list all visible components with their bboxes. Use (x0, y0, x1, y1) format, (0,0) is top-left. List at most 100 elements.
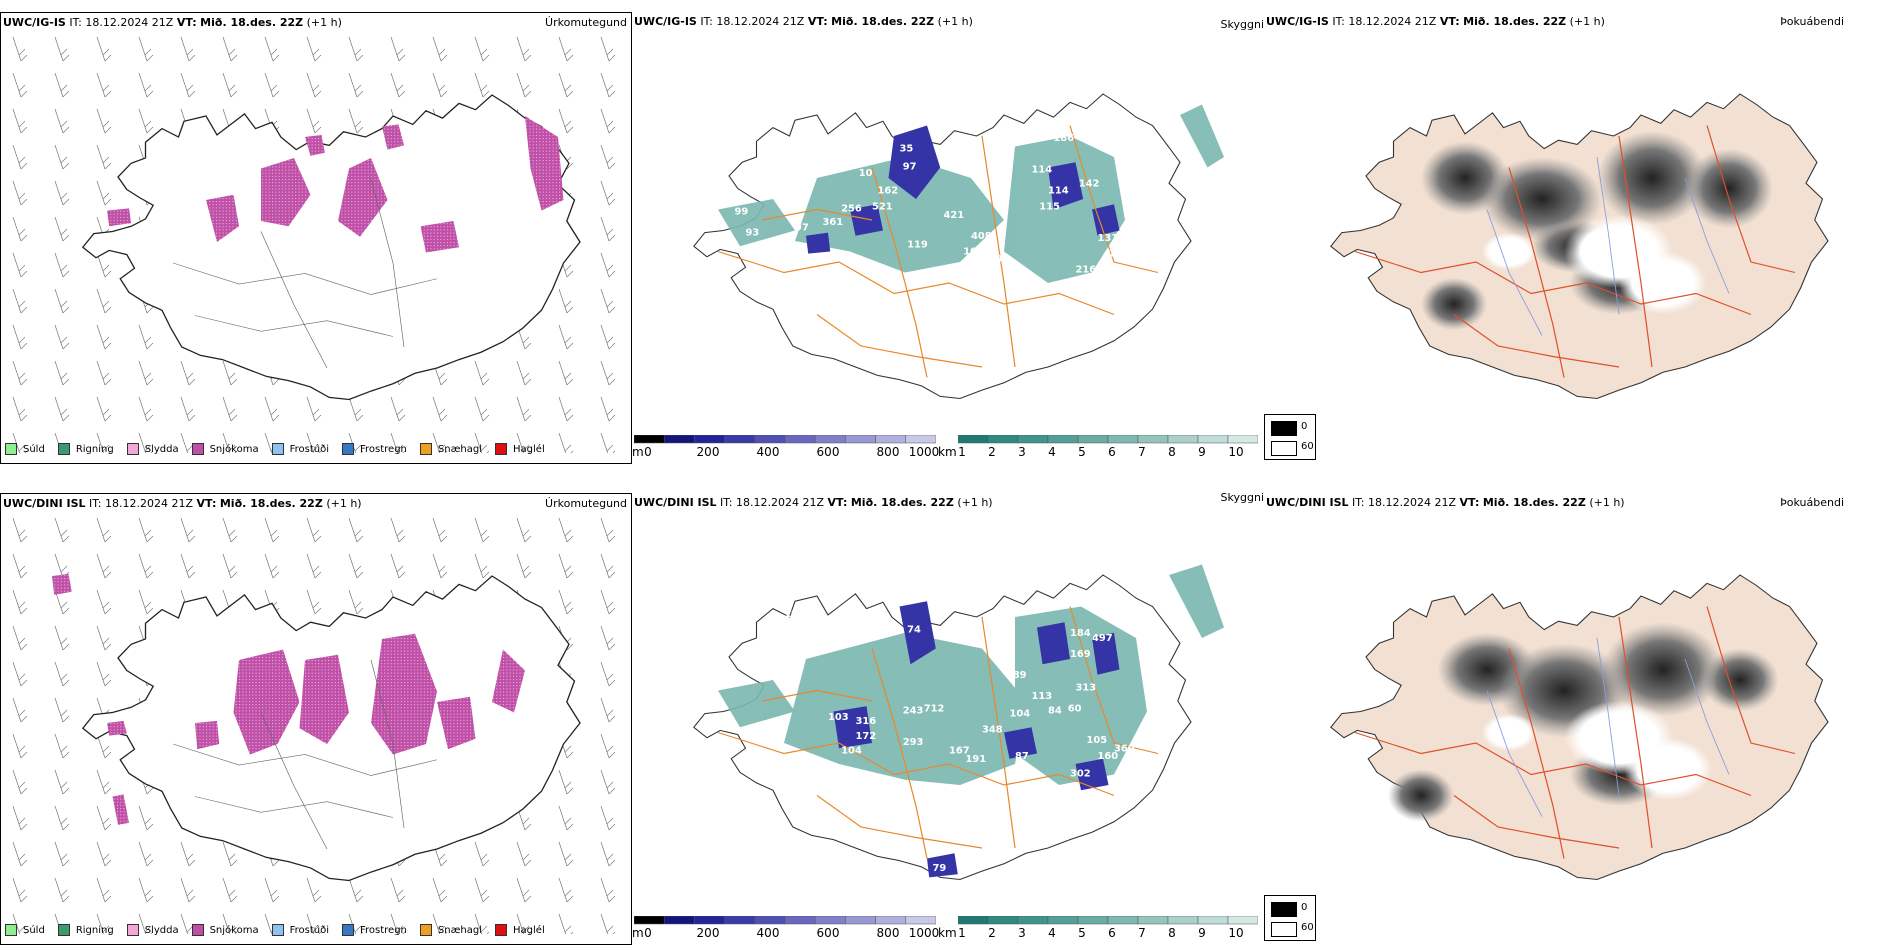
legend-item: Haglél (495, 443, 545, 455)
visibility-colorbar: km 1 2 3 4 5 6 7 8 9 10 (938, 916, 1258, 946)
swatch-frostudi (271, 443, 284, 455)
visibility-tick: 8 (1168, 926, 1176, 940)
cloud-label: 103 (828, 712, 849, 723)
cloud-label: 186 (1054, 133, 1075, 144)
precip-map-top (1, 33, 631, 453)
visibility-tick: 2 (988, 926, 996, 940)
fog-legend-value: 0 (1301, 421, 1308, 432)
swatch-haglel (495, 924, 508, 936)
visibility-unit: km (938, 926, 957, 940)
cloud-base-tick: 1000 (908, 445, 940, 459)
cloud-base-tick: 0 (644, 445, 652, 459)
cloud-base-low (833, 601, 1120, 878)
visibility-tick: 10 (1228, 926, 1244, 940)
cloud-label: 35 (900, 144, 914, 155)
cloud-labels: 93 97 361 256 162 35 97 521 421 408 119 … (735, 133, 1130, 275)
legend-item: Snæhagl (419, 924, 482, 936)
legend-item: Frostregn (342, 443, 407, 455)
cloud-base-unit: m (632, 926, 644, 940)
visibility-tick: 9 (1198, 926, 1206, 940)
visibility-tick: 8 (1168, 445, 1176, 459)
swatch-rigning (57, 443, 70, 455)
visibility-tick: 1 (958, 445, 966, 459)
panel-name: Þokuábendi (1780, 496, 1844, 509)
cloud-label: 10 (859, 168, 873, 179)
visibility-colorbar-strip (958, 916, 1258, 925)
cloud-label: 243 (903, 706, 924, 717)
precip-panel-top: UWC/IG-IS IT: 18.12.2024 21Z VT: Mið. 18… (0, 12, 632, 464)
cloud-label: 114 (1032, 165, 1053, 176)
legend-item: Frostregn (342, 924, 407, 936)
cloud-label: 78 (815, 758, 829, 769)
cloud-label: 421 (944, 210, 965, 221)
fog-roads (1354, 606, 1796, 859)
fog-legend-swatch (1271, 421, 1297, 436)
visibility-tick: 6 (1108, 445, 1116, 459)
visibility-tick: 6 (1108, 926, 1116, 940)
legend-item: Snæhagl (419, 443, 482, 455)
cloud-label: 360 (1114, 744, 1135, 755)
fog-legend-value: 0 (1301, 902, 1308, 913)
swatch-slydda (126, 443, 139, 455)
visibility-tick: 4 (1048, 926, 1056, 940)
cloud-label: 119 (907, 239, 928, 250)
cloud-map-top: 93 97 361 256 162 35 97 521 421 408 119 … (693, 93, 1224, 400)
legend-item: Súld (5, 443, 45, 455)
swatch-sudd (5, 443, 17, 455)
swatch-snaehagl (419, 924, 432, 936)
legend-item: Súld (5, 924, 45, 936)
visibility-colorbar: km 1 2 3 4 5 6 7 8 9 10 (938, 435, 1258, 465)
cloud-label: 361 (823, 217, 844, 228)
panel-title: UWC/IG-IS IT: 18.12.2024 21Z VT: Mið. 18… (634, 15, 973, 28)
swatch-snjokoma (191, 924, 204, 936)
cloud-label: 142 (1079, 179, 1100, 190)
cloud-label: 712 (924, 704, 945, 715)
snow-areas (107, 116, 564, 253)
fog-legend: 0 60 (1264, 414, 1316, 460)
precip-panel-bottom: UWC/DINI ISL IT: 18.12.2024 21Z VT: Mið.… (0, 493, 632, 945)
cloud-base-tick: 400 (756, 445, 780, 459)
panel-title: UWC/DINI ISL IT: 18.12.2024 21Z VT: Mið.… (1266, 496, 1625, 509)
cloud-label: 167 (949, 746, 970, 757)
cloud-base-tick: 800 (876, 445, 900, 459)
cloud-map-bottom: 188 103 316 172 104 78 293 243 712 167 1… (693, 564, 1224, 881)
cloud-label: 184 (1070, 628, 1091, 639)
cloud-base-colorbar-strip (634, 916, 936, 925)
cloud-label: 84 (1048, 706, 1062, 717)
legend-item: Slydda (126, 443, 179, 455)
cloud-label: 104 (1010, 709, 1031, 720)
cloud-base-colorbar: m 0 200 400 600 800 1000 (632, 435, 939, 465)
cloud-labels: 188 103 316 172 104 78 293 243 712 167 1… (751, 609, 1135, 874)
cloud-base-tick: 600 (816, 445, 840, 459)
cloud-label: 101 (963, 247, 984, 258)
precip-map-bottom (1, 514, 631, 934)
cloud-label: 79 (933, 863, 947, 874)
cloud-label: 162 (878, 186, 899, 197)
cloud-label: 104 (841, 746, 862, 757)
cloud-label: 179 (982, 254, 1003, 265)
fog-legend-swatch (1271, 441, 1297, 456)
fog-map-bottom (1330, 574, 1829, 881)
visibility-tick: 2 (988, 445, 996, 459)
cloud-panel-bottom: UWC/DINI ISL IT: 18.12.2024 21Z VT: Mið.… (632, 491, 1264, 946)
visibility-colorbar-strip (958, 435, 1258, 444)
visibility-tick: 3 (1018, 926, 1026, 940)
fog-legend: 0 60 (1264, 895, 1316, 941)
cloud-label: 302 (1070, 769, 1091, 780)
legend-item: Frostúði (271, 443, 329, 455)
visibility-tick: 5 (1078, 926, 1086, 940)
swatch-haglel (495, 443, 508, 455)
legend-item: Frostúði (271, 924, 329, 936)
cloud-label: 93 (746, 228, 760, 239)
legend-item: Rigning (57, 443, 114, 455)
fog-map-top (1330, 93, 1829, 400)
cloud-label: 108 (751, 840, 772, 851)
fog-roads (1354, 125, 1796, 378)
swatch-rigning (57, 924, 70, 936)
cloud-base-colorbar: m 0 200 400 600 800 1000 (632, 916, 939, 946)
cloud-label: 293 (903, 737, 924, 748)
legend-item: Haglél (495, 924, 545, 936)
cloud-label: 60 (1068, 704, 1082, 715)
panel-title: UWC/DINI ISL IT: 18.12.2024 21Z VT: Mið.… (3, 497, 362, 510)
cloud-label: 348 (982, 725, 1003, 736)
